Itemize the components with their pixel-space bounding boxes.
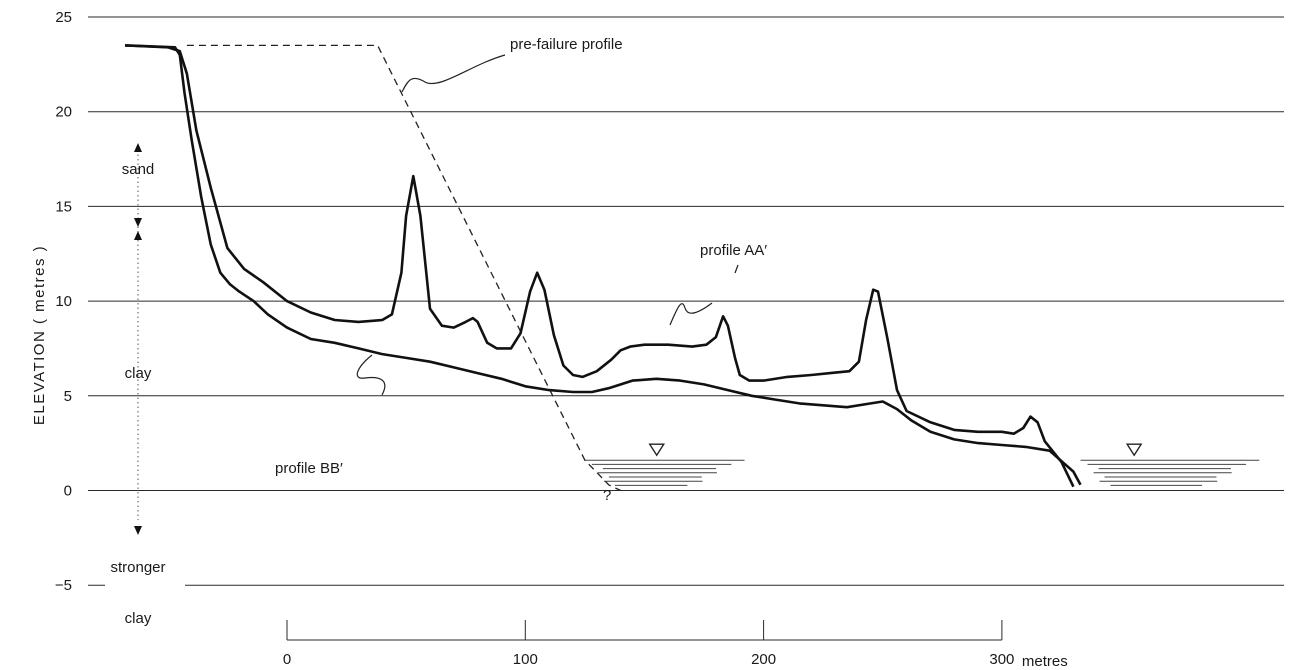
profile-aa-tick-mark xyxy=(734,264,739,274)
y-tick-label: 25 xyxy=(55,9,72,26)
y-tick-label: 5 xyxy=(64,388,72,405)
distance-scale-bar: 0 100 200 300 metres xyxy=(283,620,1068,670)
water-surfaces xyxy=(584,443,1260,486)
strata-column: sand clay stronger clay xyxy=(110,143,166,627)
pre-failure-label: pre-failure profile xyxy=(510,36,623,53)
scale-tick-label: 200 xyxy=(751,651,776,668)
y-tick-label: −5 xyxy=(55,577,72,594)
y-tick-label: 20 xyxy=(55,104,72,121)
y-axis-title: ELEVATION ( metres ) xyxy=(31,245,48,425)
y-tick-labels: 25 20 15 10 5 0 −5 xyxy=(55,9,72,594)
annotation-leaders xyxy=(356,54,739,396)
profile-aa-leader xyxy=(669,302,713,326)
profile-aa-line xyxy=(124,44,1075,488)
stronger-clay-label-line2: clay xyxy=(125,610,152,627)
y-tick-label: 10 xyxy=(55,293,72,310)
sand-bottom-arrowhead xyxy=(134,218,142,227)
y-tick-label: 15 xyxy=(55,198,72,215)
gridlines xyxy=(88,16,1284,586)
profile-bb-line xyxy=(124,44,1082,486)
sand-top-arrowhead xyxy=(134,143,142,152)
pre-failure-leader xyxy=(401,54,506,93)
scale-tick-label: 300 xyxy=(989,651,1014,668)
profile-bb-leader xyxy=(356,354,386,396)
clay-top-arrowhead xyxy=(134,231,142,240)
scale-tick-label: 0 xyxy=(283,651,291,668)
profile-bb-label: profile BB′ xyxy=(275,460,343,477)
water-level-triangle-icon xyxy=(1125,443,1143,457)
clay-label: clay xyxy=(125,365,152,382)
unknown-toe-label: ? xyxy=(603,487,611,504)
sand-label: sand xyxy=(122,161,155,178)
water-level-triangle-icon xyxy=(648,443,665,457)
y-tick-label: 0 xyxy=(64,483,72,500)
scale-tick-label: 100 xyxy=(513,651,538,668)
scale-unit-label: metres xyxy=(1022,653,1068,670)
stronger-clay-label-line1: stronger xyxy=(110,559,165,576)
profile-aa-label: profile AA′ xyxy=(700,242,767,259)
pre-failure-profile-line xyxy=(186,44,621,492)
clay-bottom-arrowhead xyxy=(134,526,142,535)
